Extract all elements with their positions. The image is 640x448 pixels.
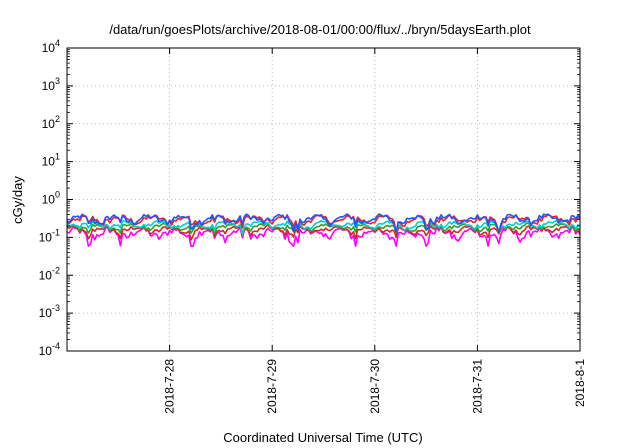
series-line xyxy=(66,226,581,247)
grid xyxy=(67,48,580,351)
chart-title: /data/run/goesPlots/archive/2018-08-01/0… xyxy=(109,22,531,37)
series-line xyxy=(66,213,581,233)
x-tick-label: 2018-7-29 xyxy=(265,359,279,414)
x-axis-label: Coordinated Universal Time (UTC) xyxy=(223,430,422,445)
y-axis: 10-4 10-3 10-2 10-1 100 101 102 103 104 xyxy=(39,38,580,358)
y-tick-label: 104 xyxy=(42,38,60,55)
y-tick-label: 102 xyxy=(42,114,60,131)
y-tick-label: 10-3 xyxy=(39,303,60,320)
y-tick-label: 10-1 xyxy=(39,227,60,244)
y-tick-label: 10-2 xyxy=(39,265,60,282)
x-tick-label: 2018-7-30 xyxy=(368,359,382,414)
y-tick-label: 10-4 xyxy=(39,341,60,358)
y-axis-label: cGy/day xyxy=(10,176,25,224)
series-group xyxy=(66,213,581,247)
x-axis: 2018-7-28 2018-7-29 2018-7-30 2018-7-31 2018… xyxy=(163,48,587,414)
y-tick-label: 103 xyxy=(42,76,60,93)
x-tick-label: 2018-8-1 xyxy=(573,359,587,407)
y-tick-label: 101 xyxy=(42,152,60,169)
x-tick-label: 2018-7-28 xyxy=(163,359,177,414)
series-line xyxy=(66,224,581,241)
y-tick-label: 100 xyxy=(42,190,60,207)
x-tick-label: 2018-7-31 xyxy=(470,359,484,414)
series-line xyxy=(66,222,581,236)
